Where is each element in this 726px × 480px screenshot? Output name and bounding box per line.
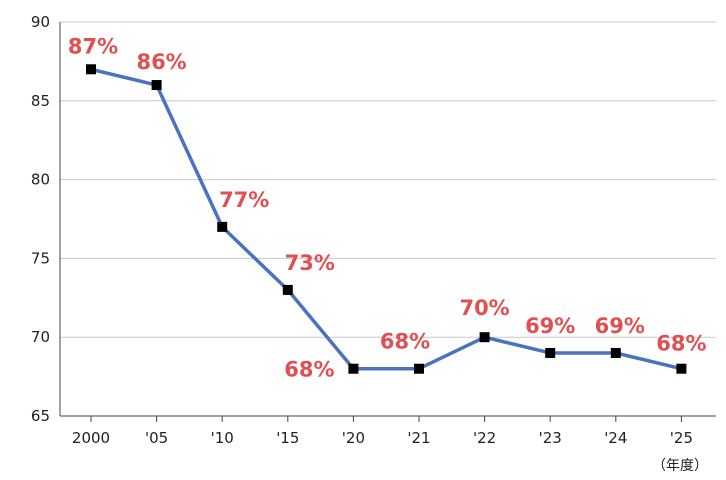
y-tick-label: 75: [31, 249, 50, 267]
y-tick-label: 65: [31, 407, 50, 425]
data-point: [545, 347, 556, 358]
series-line-group: [90, 67, 682, 371]
data-label: 69%: [525, 314, 575, 338]
series-line: [90, 67, 682, 371]
grid-lines: [60, 21, 716, 338]
y-tick-label: 85: [31, 92, 50, 110]
x-tick-label: '05: [145, 429, 168, 447]
data-label: 77%: [219, 188, 269, 212]
x-tick-label: '20: [342, 429, 365, 447]
x-tick-label: '25: [670, 429, 693, 447]
x-tick-label: '24: [604, 429, 627, 447]
data-point: [676, 363, 687, 374]
data-point: [217, 221, 228, 232]
data-label: 87%: [68, 34, 118, 58]
x-tick-label: '10: [211, 429, 234, 447]
data-label: 68%: [656, 332, 706, 356]
x-axis-ticks: 2000 '05 '10 '15 '20 '21 '22 '23 '24 '25: [72, 416, 693, 447]
data-point: [151, 80, 162, 91]
data-point: [348, 363, 359, 374]
data-label-group: 87% 86% 77% 73% 68% 68% 70% 69% 69% 68%: [68, 34, 707, 381]
axes: [59, 22, 716, 417]
data-point: [282, 284, 293, 295]
y-tick-label: 70: [31, 328, 50, 346]
data-label: 69%: [595, 314, 645, 338]
x-tick-label: '22: [473, 429, 496, 447]
data-label: 70%: [459, 296, 509, 320]
x-tick-label: '21: [407, 429, 430, 447]
data-label: 68%: [380, 330, 430, 354]
data-label: 73%: [285, 251, 335, 275]
data-label: 68%: [284, 358, 334, 382]
data-label: 86%: [136, 50, 186, 74]
y-tick-label: 90: [31, 13, 50, 31]
marker-group: [86, 64, 687, 374]
data-point: [479, 332, 490, 343]
x-tick-label: '23: [539, 429, 562, 447]
data-point: [86, 64, 96, 75]
x-axis-unit: （年度）: [652, 458, 708, 474]
x-tick-label: 2000: [72, 429, 110, 447]
y-axis-ticks: 65 70 75 80 85 90: [31, 13, 50, 425]
x-tick-label: '15: [276, 429, 299, 447]
y-tick-label: 80: [31, 171, 50, 189]
data-point: [414, 363, 424, 374]
data-point: [610, 347, 621, 358]
